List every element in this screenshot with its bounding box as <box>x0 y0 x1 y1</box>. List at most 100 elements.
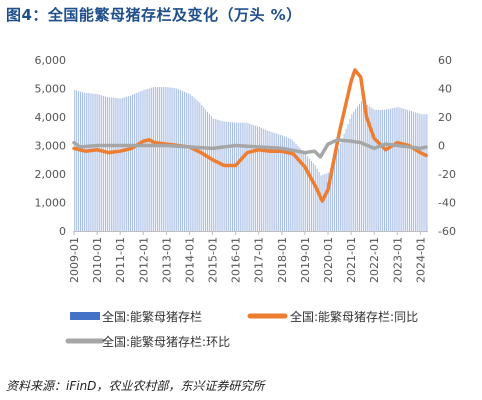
stock-bars <box>74 87 428 232</box>
stock-bar <box>205 109 207 231</box>
stock-bar <box>370 107 372 231</box>
stock-bar <box>360 101 362 231</box>
stock-bar <box>243 122 245 231</box>
legend-label-mom: 全国:能繁母猪存栏:环比 <box>102 334 230 349</box>
stock-bar <box>260 127 262 231</box>
stock-bar <box>285 137 287 231</box>
stock-bar <box>143 89 145 232</box>
stock-bar <box>335 153 337 231</box>
right-tick-label: -60 <box>438 225 456 238</box>
stock-bar <box>191 95 193 231</box>
stock-bar <box>282 135 284 231</box>
stock-bar <box>101 95 103 231</box>
stock-bar <box>387 109 389 231</box>
x-tick-label: 2024-01 <box>414 237 427 283</box>
stock-bar <box>197 101 199 231</box>
stock-bar <box>178 89 180 231</box>
legend-label-yoy: 全国:能繁母猪存栏:同比 <box>290 309 418 324</box>
stock-bar <box>76 90 78 232</box>
stock-bar <box>131 94 133 231</box>
stock-bar <box>403 108 405 231</box>
stock-bar <box>326 173 328 231</box>
stock-bar <box>280 134 282 231</box>
x-tick-label: 2017-01 <box>253 237 266 283</box>
stock-bar <box>422 114 424 231</box>
x-tick-label: 2012-01 <box>137 237 150 283</box>
stock-bar <box>160 87 162 231</box>
stock-bar <box>228 121 230 231</box>
source-note: 资料来源：iFinD，农业农村部，东兴证券研究所 <box>6 379 265 393</box>
right-tick-label: 20 <box>438 111 452 124</box>
left-axis: 0 1,000 2,000 3,000 4,000 5,000 6,000 <box>35 54 67 238</box>
stock-bar <box>201 104 203 231</box>
x-tick-label: 2014-01 <box>183 237 196 283</box>
stock-bar <box>239 122 241 231</box>
stock-bar <box>185 92 187 231</box>
stock-bar <box>118 98 120 232</box>
stock-bar <box>389 108 391 231</box>
stock-bar <box>222 121 224 231</box>
stock-bar <box>320 175 322 231</box>
stock-bar <box>255 125 257 231</box>
stock-bar <box>247 123 249 231</box>
stock-bar <box>362 102 364 231</box>
stock-bar <box>270 131 272 231</box>
stock-bar <box>376 109 378 232</box>
stock-bar <box>181 90 184 231</box>
stock-bar <box>289 138 291 231</box>
stock-bar <box>128 96 130 231</box>
stock-bar <box>316 168 318 231</box>
stock-bar <box>347 123 349 231</box>
stock-bar <box>176 88 178 231</box>
stock-bar <box>139 91 141 231</box>
stock-bar <box>308 158 311 231</box>
legend-swatch-stock <box>70 312 100 320</box>
right-tick-label: 60 <box>438 54 452 67</box>
stock-bar <box>257 126 259 231</box>
x-tick-label: 2019-01 <box>299 237 312 283</box>
x-tick-label: 2015-01 <box>207 237 220 283</box>
stock-bar <box>303 152 305 231</box>
stock-bar <box>168 87 170 231</box>
stock-bar <box>278 134 280 231</box>
stock-bar <box>99 94 101 232</box>
stock-bar <box>183 91 185 231</box>
x-tick-label: 2018-01 <box>276 237 289 283</box>
stock-bar <box>81 92 83 231</box>
stock-bar <box>199 102 201 231</box>
stock-bar <box>162 87 164 231</box>
x-tick-label: 2011-01 <box>114 237 127 283</box>
stock-bar <box>87 93 89 232</box>
stock-bar <box>283 136 286 231</box>
stock-bar <box>108 97 110 231</box>
stock-bar <box>187 93 189 231</box>
x-tick-label: 2009-01 <box>68 237 81 283</box>
left-tick-label: 6,000 <box>35 54 67 67</box>
stock-bar <box>301 149 303 231</box>
right-axis: -60 -40 -20 0 20 40 60 <box>438 54 456 238</box>
stock-bar <box>291 139 293 231</box>
stock-bar <box>232 122 234 231</box>
left-tick-label: 4,000 <box>35 111 67 124</box>
stock-bar <box>332 162 334 231</box>
legend: 全国:能繁母猪存栏 全国:能繁母猪存栏:同比 全国:能繁母猪存栏:环比 <box>65 309 418 349</box>
stock-bar <box>418 113 420 231</box>
x-tick-label: 2023-01 <box>391 237 404 283</box>
stock-bar <box>149 88 151 231</box>
stock-bar <box>210 116 212 231</box>
stock-bar <box>380 109 382 232</box>
stock-bar <box>395 107 397 231</box>
stock-bar <box>276 133 278 231</box>
stock-bar <box>206 111 209 231</box>
left-tick-label: 1,000 <box>35 197 67 210</box>
mom-line <box>72 138 428 159</box>
stock-bar <box>153 87 155 231</box>
stock-bar <box>397 107 399 231</box>
stock-bar <box>287 138 289 231</box>
stock-bar <box>368 106 370 231</box>
stock-bar <box>364 103 366 231</box>
stock-bar <box>297 145 299 231</box>
stock-bar <box>384 109 386 232</box>
stock-bar <box>104 96 107 231</box>
